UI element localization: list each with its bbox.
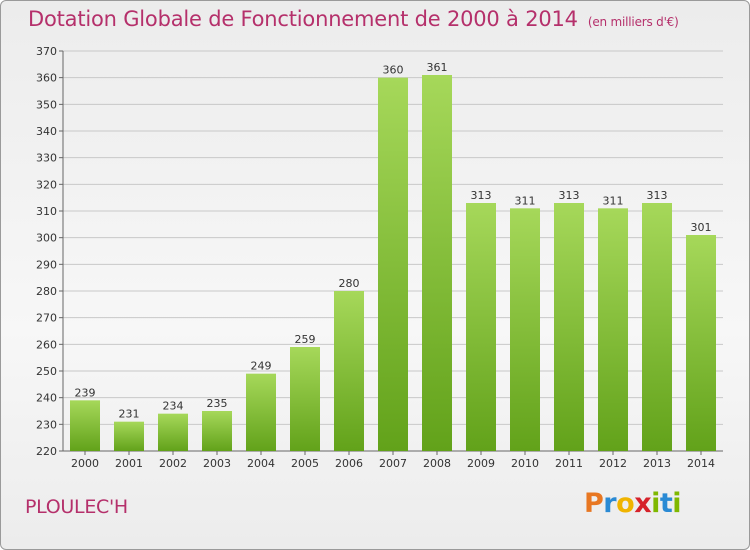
- chart-title-text: Dotation Globale de Fonctionnement de 20…: [28, 7, 578, 31]
- data-label-2001: 231: [119, 408, 140, 421]
- commune-name: PLOULEC'H: [25, 496, 128, 518]
- y-tick-label: 230: [36, 418, 57, 431]
- data-label-2011: 313: [559, 189, 580, 202]
- logo-letter: i: [651, 488, 660, 519]
- data-label-2006: 280: [339, 277, 360, 290]
- data-label-2009: 313: [471, 189, 492, 202]
- data-label-2013: 313: [647, 189, 668, 202]
- x-tick-label-2006: 2006: [335, 457, 363, 470]
- x-tick-label-2008: 2008: [423, 457, 451, 470]
- chart-title: Dotation Globale de Fonctionnement de 20…: [28, 7, 679, 31]
- bar-2002: [158, 413, 188, 451]
- data-label-2003: 235: [207, 397, 228, 410]
- y-tick-label: 340: [36, 125, 57, 138]
- bar-2009: [466, 203, 496, 451]
- bar-2013: [642, 203, 672, 451]
- bar-2003: [202, 411, 232, 451]
- x-tick-label-2010: 2010: [511, 457, 539, 470]
- y-tick-label: 220: [36, 445, 57, 458]
- bar-2010: [510, 208, 540, 451]
- logo-letter: r: [603, 488, 617, 519]
- bar-2004: [246, 373, 276, 451]
- logo-letter: P: [584, 488, 604, 519]
- data-label-2000: 239: [75, 386, 96, 399]
- y-tick-label: 310: [36, 205, 57, 218]
- x-tick-label-2004: 2004: [247, 457, 275, 470]
- data-label-2004: 249: [251, 360, 272, 373]
- proxiti-logo[interactable]: Proxiti: [584, 488, 682, 519]
- bar-2005: [290, 347, 320, 451]
- y-tick-label: 240: [36, 392, 57, 405]
- data-label-2008: 361: [427, 61, 448, 74]
- x-tick-label-2009: 2009: [467, 457, 495, 470]
- bar-2001: [114, 421, 144, 451]
- x-tick-label-2002: 2002: [159, 457, 187, 470]
- x-tick-label-2011: 2011: [555, 457, 583, 470]
- bar-2014: [686, 235, 716, 451]
- data-label-2014: 301: [691, 221, 712, 234]
- y-tick-label: 280: [36, 285, 57, 298]
- y-tick-label: 320: [36, 178, 57, 191]
- x-tick-label-2001: 2001: [115, 457, 143, 470]
- x-tick-label-2003: 2003: [203, 457, 231, 470]
- logo-letter: i: [672, 488, 682, 519]
- bar-2007: [378, 77, 408, 452]
- chart-subtitle: (en milliers d'€): [587, 15, 679, 29]
- x-tick-label-2007: 2007: [379, 457, 407, 470]
- x-tick-label-2005: 2005: [291, 457, 319, 470]
- x-tick-label-2014: 2014: [687, 457, 715, 470]
- y-tick-label: 360: [36, 72, 57, 85]
- x-tick-label-2000: 2000: [71, 457, 99, 470]
- y-tick-label: 290: [36, 258, 57, 271]
- bar-2012: [598, 208, 628, 451]
- axes: 220 230 240 250 260 270 280 290 300 310 320 330 340 3…: [36, 45, 723, 470]
- x-tick-label-2013: 2013: [643, 457, 671, 470]
- bar-2000: [70, 400, 100, 451]
- data-label-2002: 234: [163, 400, 184, 413]
- y-tick-label: 370: [36, 45, 57, 58]
- y-tick-label: 270: [36, 312, 57, 325]
- y-tick-label: 250: [36, 365, 57, 378]
- y-tick-label: 260: [36, 338, 57, 351]
- logo-letter: t: [659, 488, 673, 519]
- y-tick-label: 330: [36, 152, 57, 165]
- logo-letter: o: [616, 488, 635, 519]
- data-labels: 239 231 234 235 249 259 280 360 361 313 311 313 311 3…: [75, 61, 712, 421]
- logo-letter: x: [634, 488, 652, 519]
- x-tick-label-2012: 2012: [599, 457, 627, 470]
- bar-2008: [422, 75, 452, 451]
- bar-2006: [334, 291, 364, 451]
- data-label-2005: 259: [295, 333, 316, 346]
- bar-2011: [554, 203, 584, 451]
- data-label-2012: 311: [603, 194, 624, 207]
- data-label-2010: 311: [515, 194, 536, 207]
- bars: [70, 75, 716, 452]
- y-tick-label: 300: [36, 232, 57, 245]
- data-label-2007: 360: [383, 64, 404, 77]
- y-tick-label: 350: [36, 98, 57, 111]
